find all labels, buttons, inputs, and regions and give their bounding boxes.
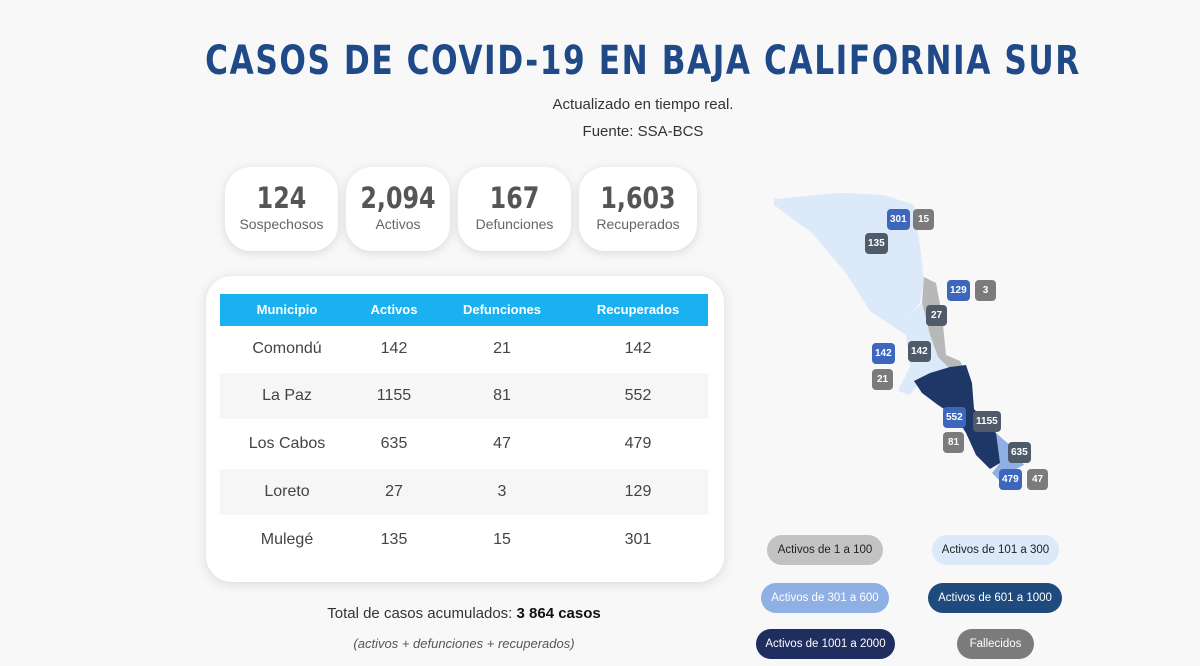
cell-defunciones: 81 (493, 387, 511, 404)
map-badge-comondu-recuperados: 142 (872, 343, 895, 364)
page-subtitle: Actualizado en tiempo real. (552, 96, 734, 113)
stat-value: 2,094 (360, 181, 436, 215)
stat-label: Recuperados (596, 216, 680, 232)
map-badge-los-cabos-activos: 635 (1008, 442, 1031, 463)
table-row: Comondú 142 21 142 (220, 326, 708, 372)
legend-activos-301-600: Activos de 301 a 600 (761, 583, 889, 613)
legend-activos-1001-2000: Activos de 1001 a 2000 (756, 629, 895, 659)
cell-activos: 1155 (376, 387, 412, 404)
cell-recuperados: 552 (624, 387, 652, 404)
legend-activos-1-100: Activos de 1 a 100 (767, 535, 883, 565)
legend-activos-601-1000: Activos de 601 a 1000 (928, 583, 1062, 613)
map-badge-loreto-activos: 27 (926, 305, 947, 326)
cell-defunciones: 3 (497, 483, 507, 500)
table-row: Los Cabos 635 47 479 (220, 421, 708, 467)
map-badge-loreto-recuperados: 129 (947, 280, 970, 301)
table-row: La Paz 1155 81 552 (220, 373, 708, 419)
cell-recuperados: 479 (624, 435, 652, 452)
total-value: 3 864 casos (516, 605, 601, 622)
map-badge-mulege-defunciones: 15 (913, 209, 934, 230)
table-row: Loreto 27 3 129 (220, 469, 708, 515)
map-badge-mulege-recuperados: 301 (887, 209, 910, 230)
map-badge-loreto-defunciones: 3 (975, 280, 996, 301)
source-note: Fuente: SSA-BCS (582, 123, 704, 140)
map-badge-la-paz-recuperados: 552 (943, 407, 966, 428)
cell-recuperados: 142 (624, 340, 652, 357)
column-header-activos: Activos (370, 302, 418, 317)
stat-label: Sospechosos (239, 216, 324, 232)
table-header: Municipio Activos Defunciones Recuperado… (220, 294, 708, 326)
cell-activos: 27 (385, 483, 403, 500)
stat-value: 124 (256, 181, 307, 215)
map-badge-los-cabos-recuperados: 479 (999, 469, 1022, 490)
map-badge-comondu-defunciones: 21 (872, 369, 893, 390)
map-badge-comondu-activos: 142 (908, 341, 931, 362)
region-loreto (922, 277, 964, 371)
page-title: CASOS DE COVID-19 EN BAJA CALIFORNIA SUR (205, 38, 1081, 84)
total-label: Total de casos acumulados: (327, 605, 513, 622)
stat-label: Defunciones (475, 216, 554, 232)
stat-label: Activos (375, 216, 421, 232)
stat-card-recuperados: 1,603 Recuperados (579, 167, 697, 251)
cell-recuperados: 301 (624, 531, 652, 548)
legend-activos-101-300: Activos de 101 a 300 (932, 535, 1059, 565)
column-header-defunciones: Defunciones (462, 302, 541, 317)
cell-activos: 635 (380, 435, 408, 452)
cell-recuperados: 129 (624, 483, 652, 500)
map-badge-los-cabos-defunciones: 47 (1027, 469, 1048, 490)
cell-activos: 142 (380, 340, 408, 357)
municipios-table: Municipio Activos Defunciones Recuperado… (206, 276, 724, 582)
cell-defunciones: 15 (493, 531, 511, 548)
cell-defunciones: 21 (493, 340, 511, 357)
cell-municipio: La Paz (262, 387, 312, 404)
stat-card-activos: 2,094 Activos (346, 167, 450, 251)
legend-fallecidos: Fallecidos (957, 629, 1034, 659)
stat-card-defunciones: 167 Defunciones (458, 167, 571, 251)
stat-value: 1,603 (600, 181, 676, 215)
stat-card-sospechosos: 124 Sospechosos (225, 167, 338, 251)
total-cases: Total de casos acumulados: 3 864 casos (222, 605, 706, 622)
baja-california-sur-map: 301 15 135 129 3 27 142 142 21 552 1155 … (760, 185, 1060, 495)
cell-municipio: Mulegé (260, 531, 314, 548)
table-row: Mulegé 135 15 301 (220, 517, 708, 563)
cell-activos: 135 (380, 531, 408, 548)
cell-municipio: Comondú (252, 340, 322, 357)
cell-municipio: Los Cabos (248, 435, 326, 452)
cell-municipio: Loreto (264, 483, 310, 500)
map-badge-mulege-activos: 135 (865, 233, 888, 254)
map-badge-la-paz-defunciones: 81 (943, 432, 964, 453)
map-badge-la-paz-activos: 1155 (973, 411, 1001, 432)
column-header-recuperados: Recuperados (596, 302, 680, 317)
column-header-municipio: Municipio (256, 302, 318, 317)
cell-defunciones: 47 (493, 435, 511, 452)
total-note: (activos + defunciones + recuperados) (353, 636, 575, 651)
stat-value: 167 (489, 181, 540, 215)
